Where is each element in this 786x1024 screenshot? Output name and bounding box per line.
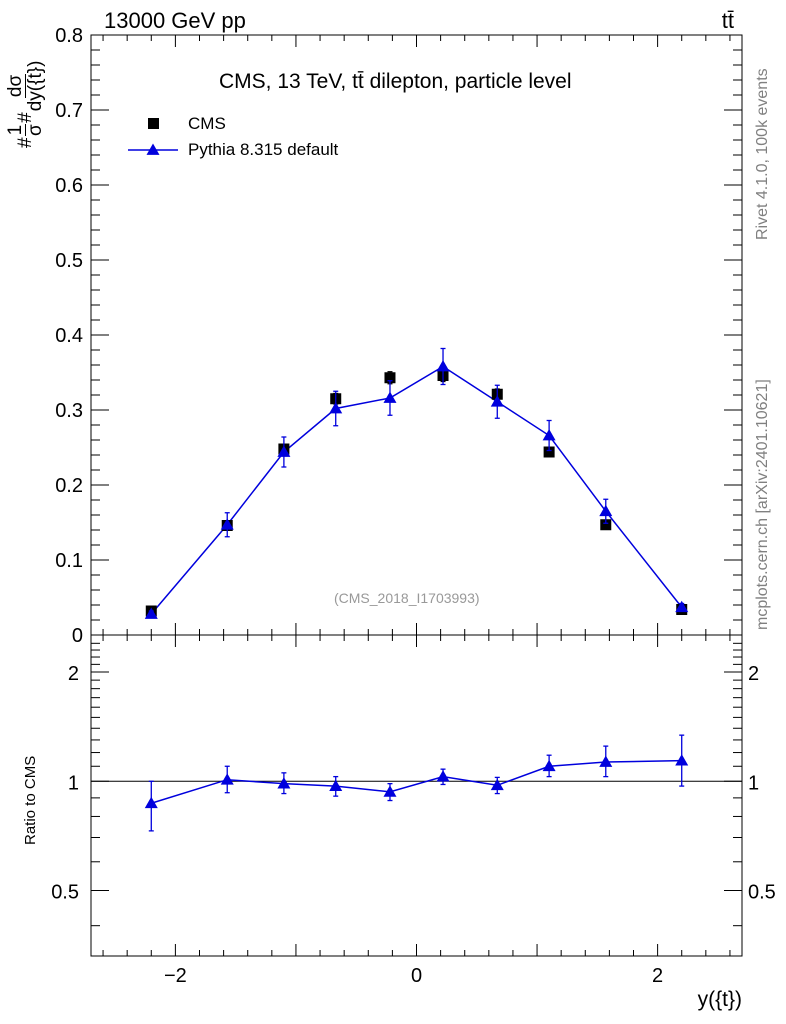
- pythia-point: [277, 445, 291, 457]
- y-axis-title-prefix: #: [14, 137, 36, 148]
- y-tick-label: 0.1: [55, 550, 83, 572]
- x-tick-label: 2: [652, 965, 663, 987]
- rivet-label: Rivet 4.1.0, 100k events: [754, 68, 771, 240]
- y-axis-title-den2: dy({t}): [25, 60, 46, 112]
- y-tick-label: 0.2: [55, 475, 83, 497]
- ratio-point: [599, 755, 613, 767]
- ratio-y-tick-label-right: 1: [748, 772, 759, 794]
- pythia-series-line: [150, 365, 683, 615]
- legend-marker-cms: [148, 118, 159, 129]
- y-tick-label: 0.5: [55, 250, 83, 272]
- ratio-point: [220, 773, 234, 785]
- y-axis-title-num2: dσ: [5, 73, 26, 99]
- legend-entry-cms: CMS: [188, 114, 226, 133]
- y-axis-title-num1: 1: [5, 123, 26, 137]
- mcplots-label: mcplots.cern.ch [arXiv:2401.10621]: [754, 379, 771, 630]
- ratio-point: [277, 777, 291, 789]
- ratio-point: [144, 796, 158, 809]
- y-tick-label: 0.8: [55, 25, 83, 47]
- process-label: tt̄: [721, 8, 734, 33]
- y-tick-label: 0.6: [55, 175, 83, 197]
- y-tick-label: 0: [72, 625, 83, 647]
- ratio-panel: −2 0 2 0.5 0.5 1 1 2 2: [51, 634, 776, 987]
- analysis-id: (CMS_2018_I1703993): [334, 590, 480, 606]
- cms-point: [543, 446, 555, 458]
- legend-entry-pythia: Pythia 8.315 default: [188, 140, 339, 159]
- ratio-point: [490, 778, 504, 791]
- x-axis-title: y({t}): [697, 988, 742, 1011]
- ratio-point: [436, 770, 450, 782]
- pythia-point: [436, 360, 450, 372]
- y-tick-label: 0.3: [55, 400, 83, 422]
- y-tick-label: 0.4: [55, 325, 83, 347]
- ratio-y-tick-label-right: 0.5: [748, 882, 776, 904]
- cms-point: [600, 519, 612, 531]
- pythia-point: [599, 504, 613, 517]
- y-tick-label: 0.7: [55, 100, 83, 122]
- pythia-point: [490, 395, 504, 407]
- ratio-y-tick-label: 0.5: [51, 882, 79, 904]
- y-axis-title-den1: σ: [25, 124, 46, 136]
- ratio-y-axis-title: Ratio to CMS: [22, 755, 39, 845]
- main-panel: 0 0.1 0.2 0.3 0.4 0.5 0.6 0.7 0.8: [55, 25, 743, 956]
- ratio-series-line: [151, 759, 682, 804]
- x-tick-label: 0: [411, 965, 422, 987]
- energy-label: 13000 GeV pp: [104, 8, 246, 33]
- ratio-y-tick-label: 2: [68, 663, 79, 685]
- ratio-frame: [90, 634, 743, 957]
- chart-title: CMS, 13 TeV, tt̄ dilepton, particle leve…: [219, 70, 572, 93]
- ratio-y-tick-label-right: 2: [748, 663, 759, 685]
- pythia-point: [329, 402, 343, 414]
- y-axis-title-mid: #: [14, 112, 36, 123]
- y-axis-title: # 1 σ # dσ dy({t}): [5, 60, 46, 148]
- pythia-point: [383, 391, 397, 403]
- legend-marker-pythia: [146, 143, 160, 155]
- cms-point: [384, 372, 396, 384]
- pythia-point: [675, 600, 689, 613]
- ratio-point: [329, 779, 343, 791]
- ratio-point: [675, 754, 689, 766]
- ratio-point: [383, 785, 397, 797]
- ratio-point: [542, 759, 556, 772]
- x-tick-label: −2: [164, 965, 187, 987]
- ratio-y-tick-label: 1: [68, 772, 79, 794]
- pythia-point: [542, 429, 556, 441]
- pythia-point: [144, 607, 158, 619]
- chart-marks: [128, 118, 689, 832]
- pythia-point: [220, 518, 234, 530]
